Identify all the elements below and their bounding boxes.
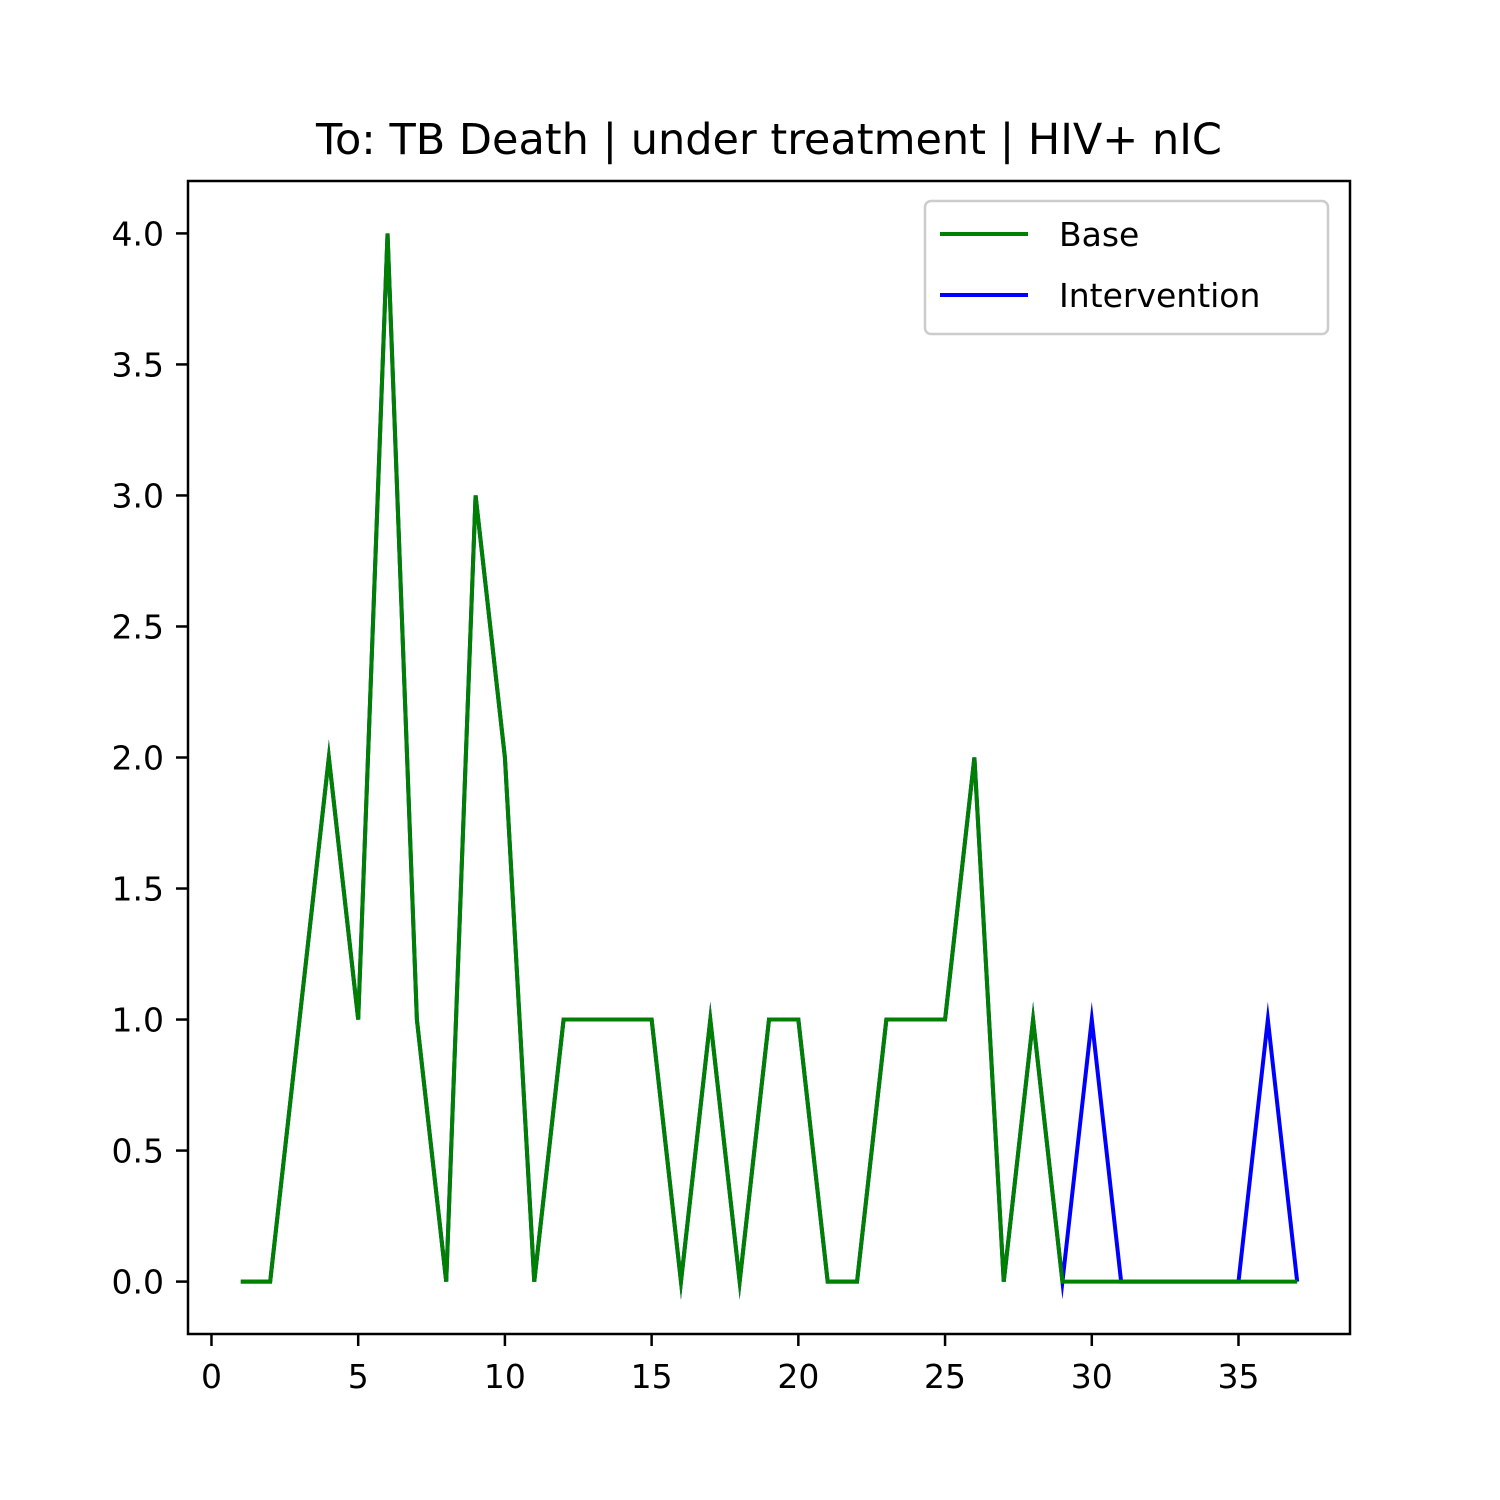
legend-label-intervention: Intervention bbox=[1059, 276, 1260, 315]
x-tick-label: 20 bbox=[777, 1357, 819, 1396]
legend-label-base: Base bbox=[1059, 215, 1139, 254]
x-tick-label: 10 bbox=[484, 1357, 526, 1396]
x-tick-label: 15 bbox=[631, 1357, 673, 1396]
y-tick-label: 1.0 bbox=[112, 1001, 164, 1040]
y-tick-label: 2.0 bbox=[112, 739, 164, 778]
y-tick-label: 3.0 bbox=[112, 476, 164, 515]
y-tick-label: 4.0 bbox=[112, 214, 164, 253]
x-tick-label: 5 bbox=[348, 1357, 369, 1396]
y-tick-label: 0.0 bbox=[112, 1263, 164, 1302]
x-axis: 0 5 10 15 20 25 30 35 bbox=[201, 1334, 1259, 1396]
chart-title: To: TB Death | under treatment | HIV+ nI… bbox=[315, 115, 1222, 165]
plot-frame bbox=[186, 179, 1352, 1336]
y-tick-label: 3.5 bbox=[112, 345, 164, 384]
x-tick-label: 30 bbox=[1071, 1357, 1113, 1396]
x-tick-label: 35 bbox=[1217, 1357, 1259, 1396]
y-tick-label: 2.5 bbox=[112, 607, 164, 646]
y-axis: 0.0 0.5 1.0 1.5 2.0 2.5 3.0 3.5 4.0 bbox=[112, 214, 188, 1302]
y-tick-label: 0.5 bbox=[112, 1132, 164, 1171]
x-tick-label: 25 bbox=[924, 1357, 966, 1396]
series-line-base bbox=[240, 233, 1298, 1300]
y-tick-label: 1.5 bbox=[112, 870, 164, 909]
plot-series bbox=[240, 233, 1300, 1300]
legend: Base Intervention bbox=[923, 199, 1330, 336]
x-tick-label: 0 bbox=[201, 1357, 222, 1396]
